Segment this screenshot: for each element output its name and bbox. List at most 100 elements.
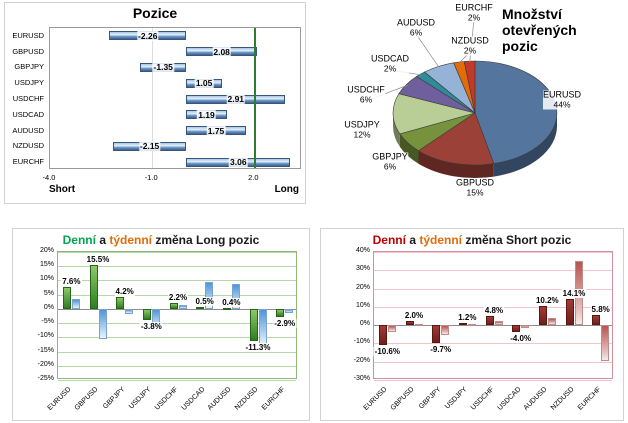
- long-axis-label: Long: [274, 184, 299, 195]
- chart-title-part: a: [405, 233, 420, 247]
- pie-slice-name: USDJPY: [344, 119, 380, 130]
- long-change-bar-týdenní: [258, 308, 267, 347]
- position-bar-value: -2.26: [137, 30, 159, 41]
- y-gridline: [58, 266, 296, 268]
- data-label: -10.6%: [373, 346, 402, 356]
- short-change-bar-týdenní: [547, 317, 556, 326]
- data-label: 4.2%: [114, 286, 135, 296]
- data-label: 0.4%: [221, 297, 242, 307]
- y-gridline: [374, 380, 612, 381]
- y-tick-label: 0%: [43, 303, 54, 311]
- y-gridline: [58, 323, 296, 325]
- chart-title-part: týdenní: [109, 233, 152, 247]
- data-label: 7.6%: [61, 277, 82, 287]
- short-change-bar-týdenní: [494, 321, 503, 326]
- position-category-label: AUDUSD: [12, 125, 44, 135]
- data-label: 10.2%: [534, 296, 560, 306]
- short-change-bar-denní: [432, 325, 441, 343]
- long-change-bar-týdenní: [205, 281, 214, 309]
- y-gridline: [374, 343, 612, 345]
- position-category-label: GBPJPY: [14, 62, 44, 72]
- pie-slice-name: GBPUSD: [455, 177, 495, 188]
- long-change-plot-area: 7.6% 15.5% 4.2% -3.8% 2.2% 0.5% 0.4% -11.3% -2.9…: [57, 251, 297, 381]
- pie-slice-side-USDJPY: [393, 113, 400, 147]
- pie-slice-name: AUDUSD: [396, 17, 436, 28]
- pie-slice-name: EURCHF: [455, 2, 493, 13]
- long-change-bar-denní: [249, 308, 258, 342]
- chart-title-part: a: [95, 233, 110, 247]
- long-change-bar-denní: [222, 307, 231, 310]
- chart-title-part: Denní: [62, 233, 96, 247]
- pie-slice-pct: 6%: [409, 27, 423, 37]
- y-tick-label: 30%: [355, 265, 370, 273]
- pie-slice-label: USDCAD 2%: [370, 53, 410, 74]
- short-change-bar-denní: [378, 325, 387, 345]
- data-label: 1.2%: [457, 312, 478, 322]
- pie-slice-pct: 15%: [466, 187, 484, 197]
- pie-slice-label: GBPJPY 6%: [372, 151, 408, 172]
- position-bar-value: 3.06: [229, 157, 248, 168]
- data-label: 2.0%: [403, 311, 425, 321]
- short-change-bar-týdenní: [441, 325, 450, 336]
- short-change-chart: Denní a týdenní změna Short pozic -10.6% 2…: [320, 228, 624, 421]
- short-change-bar-denní: [512, 325, 521, 333]
- position-category-label: GBPUSD: [12, 46, 44, 56]
- pie-slice-name: EURUSD: [542, 89, 582, 100]
- pie-slice-pct: 6%: [383, 161, 397, 171]
- long-change-bar-denní: [116, 296, 125, 309]
- x-tick-label: 2.0: [248, 173, 259, 182]
- pie-title-line-3: pozic: [502, 38, 538, 54]
- y-tick-label: -20%: [353, 356, 370, 364]
- short-change-plot-area: -10.6% 2.0% -9.7% 1.2% 4.8% -4.0% 10.2% 14.1% 5.…: [373, 251, 613, 381]
- pie-slice-label: NZDUSD 2%: [451, 36, 489, 56]
- pie-slice-name: USDCAD: [370, 53, 410, 64]
- short-change-bar-týdenní: [601, 325, 610, 361]
- long-change-bar-denní: [196, 307, 205, 310]
- data-label: 5.8%: [590, 304, 611, 314]
- y-gridline: [374, 252, 612, 253]
- data-label: -3.8%: [139, 321, 163, 331]
- short-change-bar-týdenní: [521, 325, 530, 329]
- chart-title-part: týdenní: [419, 233, 462, 247]
- short-change-bar-denní: [565, 299, 574, 326]
- pie-slice-name: GBPJPY: [372, 151, 408, 162]
- y-tick-label: -10%: [353, 338, 370, 346]
- long-change-bar-týdenní: [285, 308, 294, 313]
- y-tick-label: 20%: [355, 283, 370, 291]
- long-change-chart: Denní a týdenní změna Long pozic 7.6% 15.5…: [12, 228, 310, 421]
- long-change-bar-týdenní: [125, 308, 134, 314]
- pie-slice-pct: 2%: [467, 12, 481, 22]
- position-bar-value: 2.91: [226, 94, 246, 104]
- y-gridline: [374, 361, 612, 363]
- y-gridline: [58, 252, 296, 253]
- pie-slice-label: AUDUSD 6%: [396, 17, 436, 38]
- pie-slice-label: USDJPY 12%: [344, 119, 380, 140]
- pie-slice-side-GBPJPY: [399, 133, 419, 164]
- data-label: 14.1%: [561, 289, 587, 299]
- positions-plot-area: -2.26 2.08 -1.35 1.05 2.91 1.19 1.75 -2.15 3.06: [49, 27, 301, 169]
- y-tick-label: -15%: [37, 346, 54, 354]
- short-change-bar-denní: [458, 322, 467, 326]
- long-change-bar-denní: [142, 308, 151, 320]
- chart-title-part: Denní: [372, 233, 406, 247]
- pie-slice-pct: 2%: [463, 45, 477, 55]
- pie-leader-line: [415, 33, 440, 68]
- long-change-bar-týdenní: [71, 299, 80, 309]
- pie-title-line-1: Množství: [502, 6, 562, 22]
- y-tick-label: 5%: [43, 289, 54, 297]
- position-category-label: NZDUSD: [12, 141, 44, 151]
- position-bar-value: 1.19: [197, 109, 216, 120]
- data-label: 15.5%: [85, 254, 111, 264]
- y-tick-label: 20%: [39, 247, 54, 254]
- long-change-bar-týdenní: [178, 304, 187, 309]
- short-change-bar-denní: [485, 316, 494, 326]
- short-change-bar-denní: [405, 321, 414, 326]
- y-tick-label: 10%: [355, 301, 370, 309]
- zero-line: [374, 325, 612, 327]
- y-tick-label: 15%: [39, 261, 54, 269]
- long-change-bar-denní: [62, 287, 71, 309]
- data-label: 2.2%: [167, 292, 189, 302]
- pie-slice-pct: 12%: [353, 129, 371, 139]
- short-change-bar-denní: [592, 314, 601, 326]
